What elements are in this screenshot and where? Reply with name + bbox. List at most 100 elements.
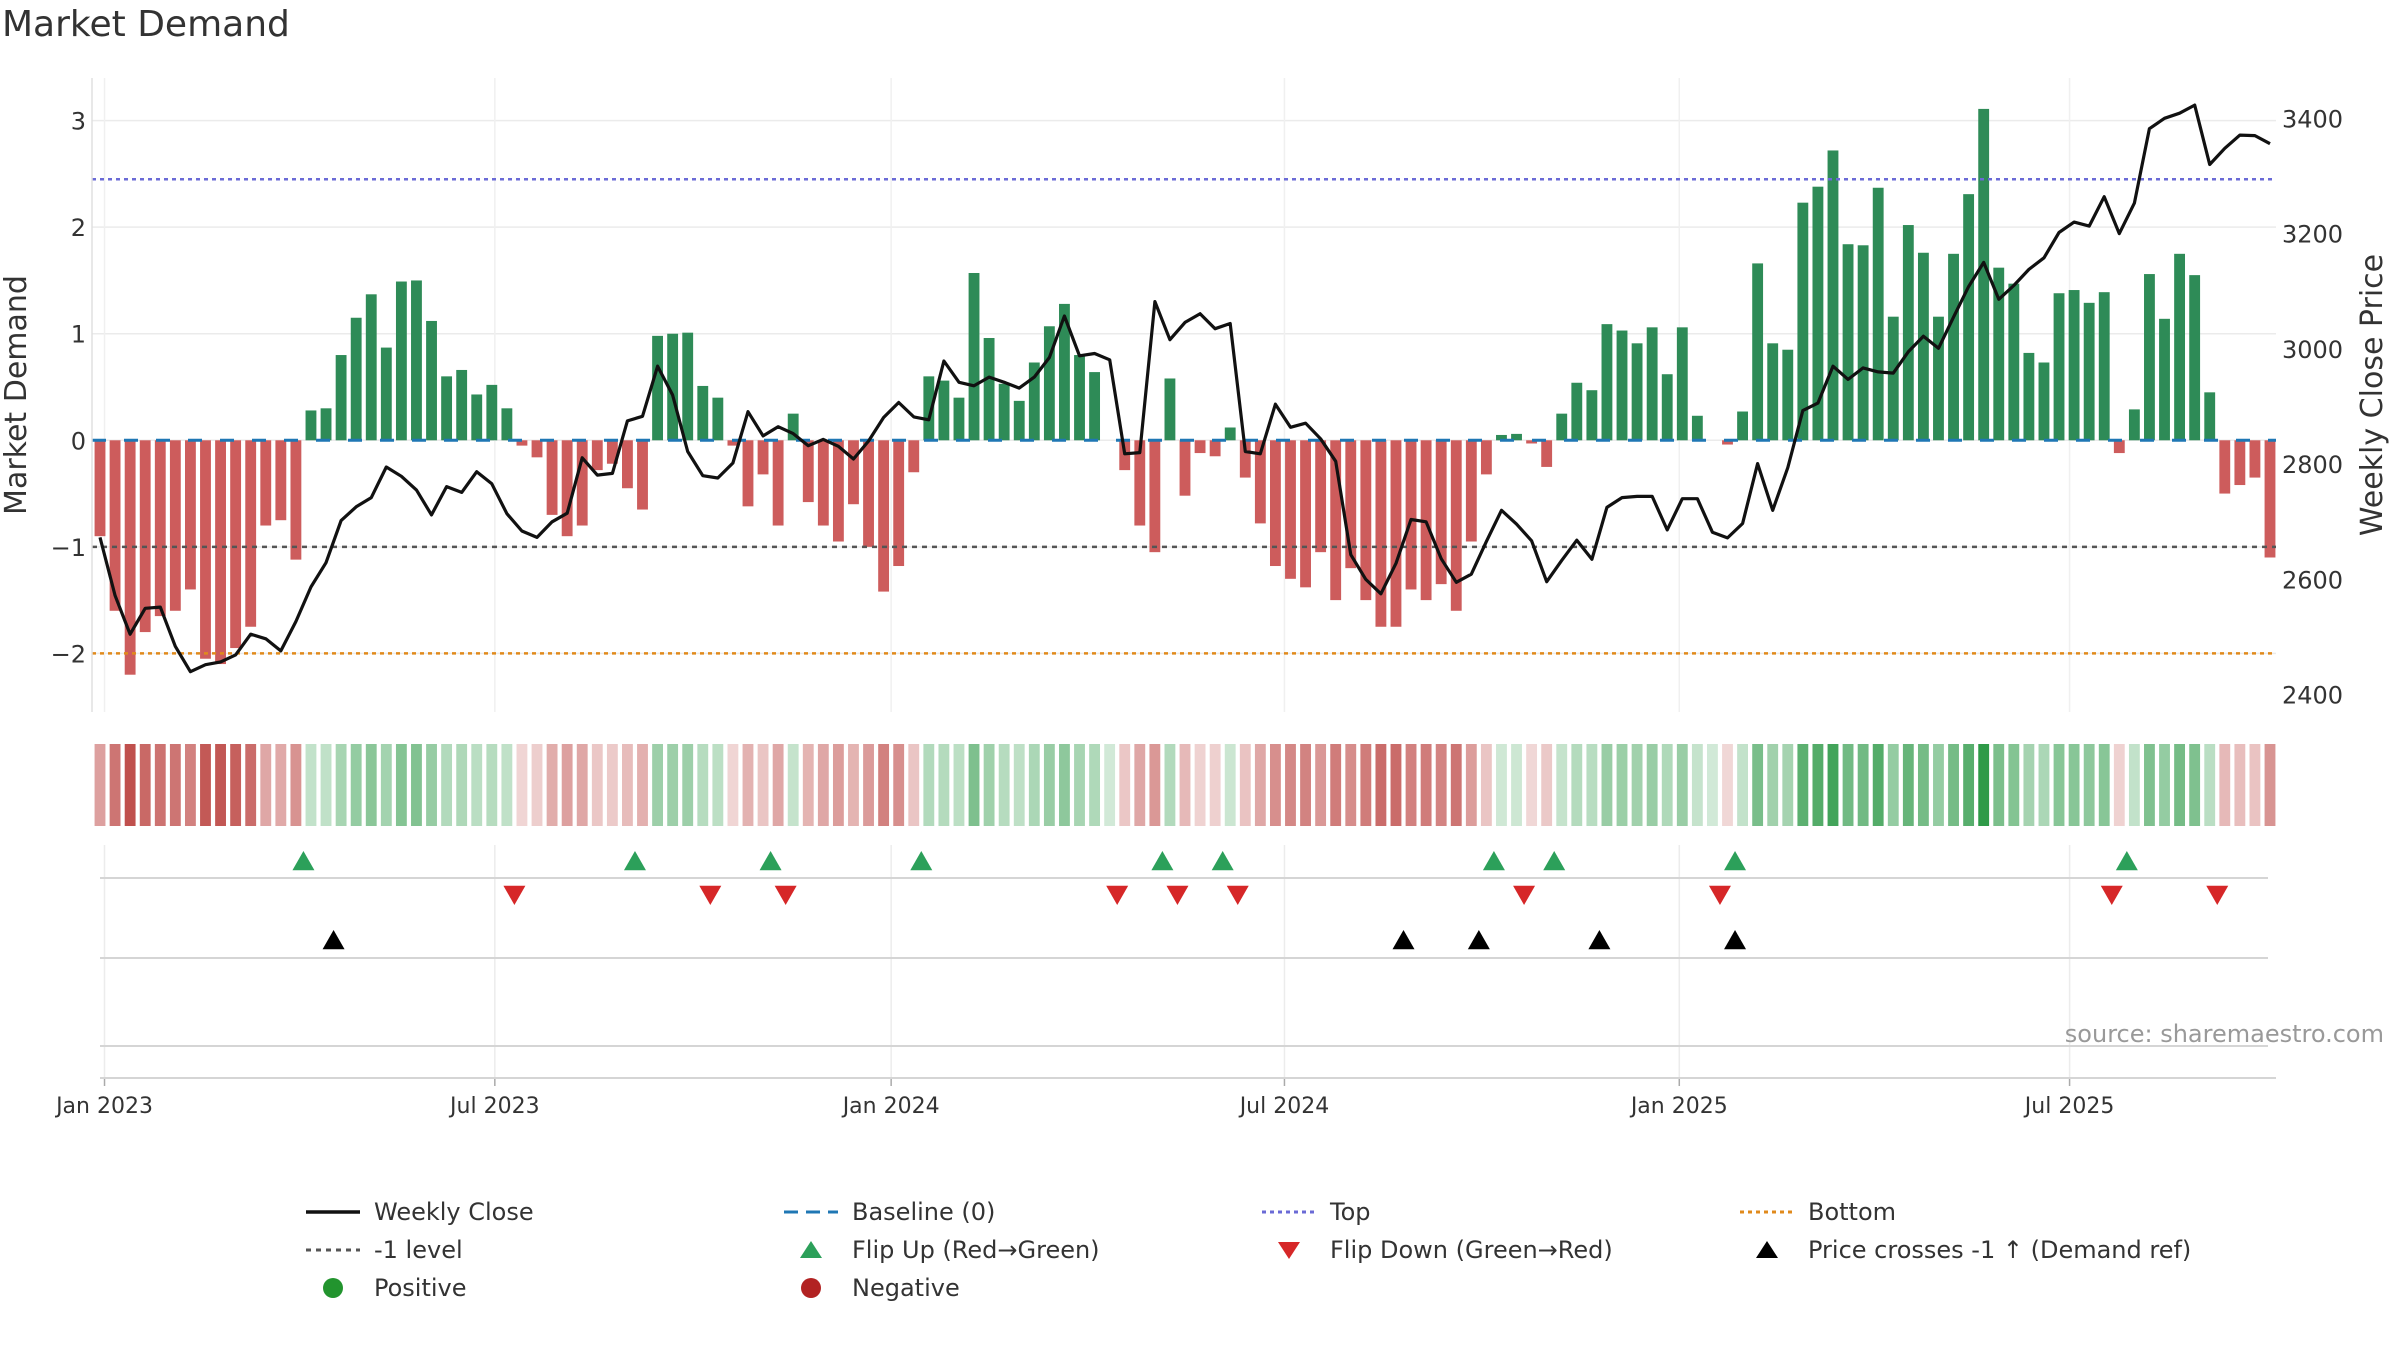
flip-up-marker	[1211, 851, 1234, 871]
heat-cell	[1842, 744, 1854, 826]
heat-cell	[938, 744, 950, 826]
demand-bar	[1978, 108, 1990, 441]
demand-bar	[1676, 327, 1688, 441]
demand-bar	[983, 337, 995, 441]
source-text: source: sharemaestro.com	[2065, 1020, 2384, 1048]
heat-cell	[1737, 744, 1748, 826]
demand-bar	[139, 440, 151, 633]
flip-up-marker	[759, 851, 782, 871]
demand-bar	[802, 440, 814, 503]
x-tick-label: Jan 2025	[1629, 1094, 1728, 1119]
heat-cell	[2128, 744, 2140, 826]
demand-bar	[1089, 372, 1101, 441]
demand-bar	[516, 440, 528, 446]
heat-cell	[1601, 744, 1613, 826]
heat-cell	[622, 744, 633, 826]
heat-cell	[591, 744, 603, 826]
x-tick-label: Jul 2025	[2023, 1094, 2115, 1119]
heat-cell	[260, 744, 272, 826]
heat-cell	[1104, 744, 1116, 826]
demand-bar	[94, 440, 106, 537]
legend-item-flip-up: Flip Up (Red→Green)	[778, 1236, 1100, 1264]
heat-cell	[154, 744, 166, 826]
heat-cell	[1059, 744, 1070, 826]
flip-up-marker	[292, 851, 315, 871]
demand-bar	[501, 408, 513, 441]
demand-bar	[2189, 275, 2201, 441]
legend-label: Price crosses -1 ↑ (Demand ref)	[1808, 1236, 2192, 1264]
demand-bar	[1239, 440, 1251, 478]
demand-bar	[1601, 324, 1613, 441]
weekly-close-swatch	[306, 1210, 360, 1214]
demand-bar	[1948, 253, 1959, 441]
demand-bar	[1797, 202, 1809, 441]
demand-bar	[1134, 440, 1146, 526]
demand-bar	[712, 397, 724, 441]
demand-bar	[1812, 186, 1824, 441]
demand-bar	[561, 440, 573, 537]
demand-bar	[1194, 440, 1206, 454]
demand-bar	[1691, 415, 1703, 441]
demand-bar	[1917, 252, 1929, 441]
demand-bar	[2219, 440, 2231, 494]
price-cross-marker	[1724, 930, 1747, 950]
heat-cell	[667, 744, 679, 826]
demand-bar	[1646, 327, 1658, 441]
demand-bar	[154, 440, 166, 617]
heat-cell	[1872, 744, 1884, 826]
demand-bar	[471, 394, 483, 441]
demand-bar	[441, 376, 453, 441]
heat-cell	[832, 744, 844, 826]
demand-bar	[1571, 382, 1583, 441]
heat-cell	[1450, 744, 1462, 826]
demand-bar	[757, 440, 769, 475]
x-tick-label: Jul 2024	[1238, 1094, 1330, 1119]
heat-cell	[124, 744, 136, 826]
demand-bar	[1857, 245, 1869, 441]
demand-bar	[1511, 433, 1522, 441]
legend-item-minus1: -1 level	[300, 1236, 463, 1264]
demand-bar	[290, 440, 302, 560]
demand-bar	[1224, 427, 1236, 441]
heat-cell	[2068, 744, 2080, 826]
heat-cell	[606, 744, 618, 826]
heat-cell	[1209, 744, 1221, 826]
legend-item-bottom: Bottom	[1734, 1198, 1896, 1226]
left-tick-label: −1	[51, 534, 86, 562]
right-tick-label: 2800	[2282, 451, 2343, 479]
heat-cell	[1420, 744, 1432, 826]
demand-bar	[2144, 274, 2155, 441]
chart-title: Market Demand	[2, 4, 290, 45]
baseline-swatch	[784, 1210, 838, 1214]
heat-cell	[1511, 744, 1522, 826]
heat-cell	[908, 744, 920, 826]
demand-heat-strip	[94, 744, 2276, 826]
reference-lines	[92, 177, 2276, 655]
demand-bar	[1480, 440, 1492, 475]
cross-swatch	[1756, 1241, 1778, 1258]
flip-down-swatch	[1278, 1242, 1300, 1259]
heat-cell	[1269, 744, 1281, 826]
axes-layer: 3 2 1 0 −1 −2 3400 3200 3000 2800 2600 2400 Market D…	[0, 78, 2390, 1119]
flip-down-marker	[503, 885, 526, 905]
flip-down-marker	[774, 885, 797, 905]
heat-cell	[1224, 744, 1236, 826]
demand-bar	[109, 440, 121, 611]
flip-up-marker	[1543, 851, 1566, 871]
heat-cell	[1179, 744, 1191, 826]
heat-cell	[742, 744, 754, 826]
x-tick-label: Jul 2023	[448, 1094, 540, 1119]
heat-cell	[863, 744, 874, 826]
demand-bar	[2264, 440, 2276, 558]
demand-bar	[456, 369, 468, 441]
heat-cell	[1646, 744, 1658, 826]
demand-bar	[1315, 440, 1327, 553]
heat-cell	[1330, 744, 1342, 826]
x-tick-label: Jan 2024	[841, 1094, 940, 1119]
demand-bar	[184, 440, 196, 590]
heat-cell	[2038, 744, 2050, 826]
demand-bar	[697, 385, 709, 441]
demand-bar	[938, 380, 950, 441]
heat-cell	[456, 744, 468, 826]
heat-cell	[320, 744, 332, 826]
